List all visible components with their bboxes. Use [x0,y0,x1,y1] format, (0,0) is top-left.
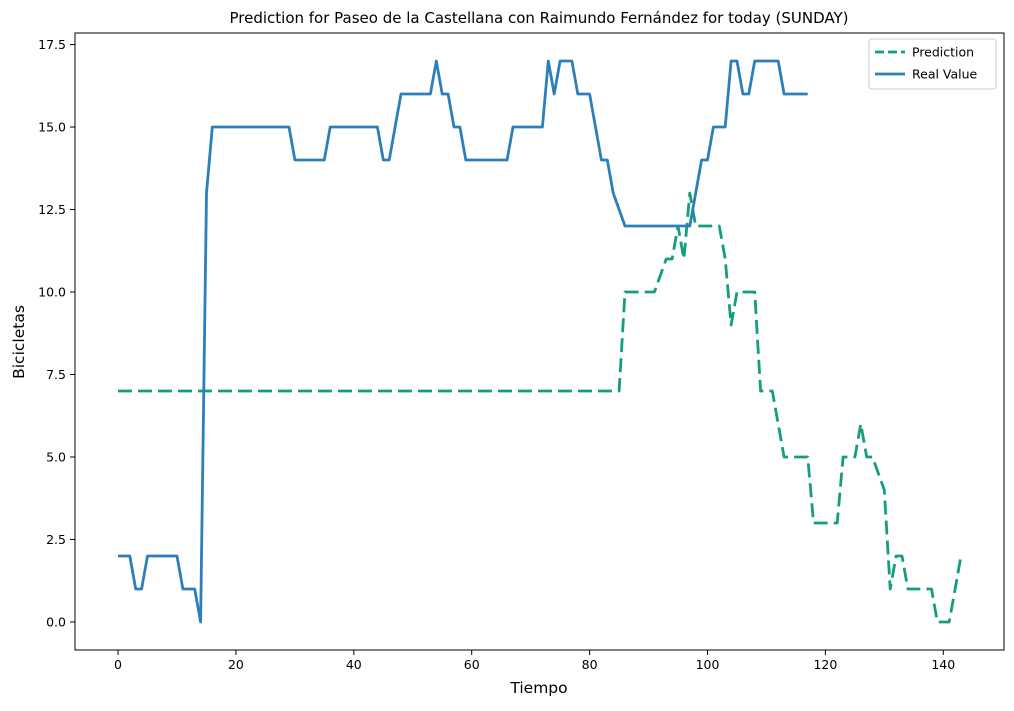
y-tick-label: 17.5 [38,37,66,52]
y-tick-label: 15.0 [38,120,66,135]
x-tick-label: 20 [228,657,244,672]
legend-box [868,38,997,90]
series-line-prediction [118,191,963,624]
y-tick-label: 5.0 [46,449,66,464]
x-tick-label: 60 [464,657,480,672]
series-line-real-value [118,59,808,624]
legend-label: Prediction [912,45,974,60]
x-tick-label: 40 [346,657,362,672]
plot-area: 0 20 40 60 80 100 120 140 0.0 2.5 5.0 7.5 10.0 12.5 15… [38,32,1005,672]
legend: Prediction Real Value [868,38,997,90]
y-tick-label: 7.5 [46,367,66,382]
x-tick-label: 100 [696,657,720,672]
y-tick-label: 0.0 [46,614,66,629]
x-tick-label: 80 [582,657,598,672]
x-tick-label: 0 [114,657,122,672]
plot-frame [74,32,1005,651]
y-tick-label: 12.5 [38,202,66,217]
y-tick-label: 10.0 [38,285,66,300]
x-tick-label: 120 [813,657,837,672]
x-axis-label: Tiempo [509,679,567,697]
y-tick-label: 2.5 [46,532,66,547]
y-axis-label: Bicicletas [10,305,28,379]
chart-title: Prediction for Paseo de la Castellana co… [229,9,848,27]
plot-background [75,33,1004,650]
legend-label: Real Value [912,67,978,82]
x-tick-label: 140 [931,657,955,672]
